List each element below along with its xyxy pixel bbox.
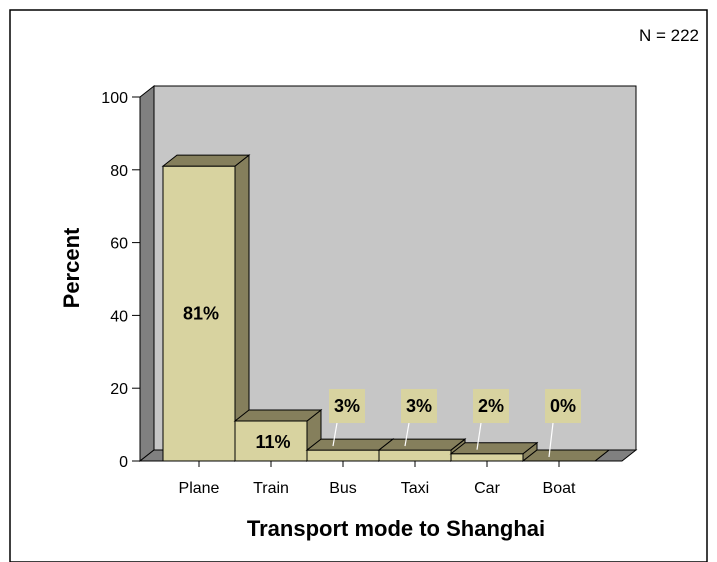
y-tick-label: 80 [110,163,128,180]
value-label-box [473,389,509,423]
x-tick-label: Plane [179,480,220,497]
bar-group: 81% [161,154,251,463]
y-tick-label: 0 [119,454,128,471]
x-tick-label: Boat [543,480,576,497]
bar-value-label: 0% [550,396,576,416]
label-leader-line [404,422,410,447]
bar-value-label: 81% [183,304,219,324]
bar [162,165,236,462]
y-axis: 0 20 40 60 80 100 [101,90,141,471]
bar-group: 11% [233,408,323,463]
bar-value-label: 2% [478,396,504,416]
plot-left-wall [139,84,155,463]
label-leader-line [332,422,338,447]
label-leader-line [476,422,482,450]
x-axis-title: Transport mode to Shanghai [247,516,545,541]
bar-top [449,442,539,455]
bar-top [161,154,251,167]
value-label-box [329,389,365,423]
bar-group: 0% [521,389,611,462]
y-tick-label: 60 [110,236,128,253]
bar-value-label: 3% [406,396,432,416]
bar-value-label: 3% [334,396,360,416]
bar-group: 2% [449,389,539,463]
bar-top [233,409,323,422]
x-tick-label: Train [253,480,289,497]
x-tick-label: Car [474,480,500,497]
bar-value-label: 11% [255,432,290,452]
value-label-box [401,389,437,423]
x-tick-label: Taxi [401,480,429,497]
y-tick-label: 100 [101,90,128,107]
x-tick-label: Bus [329,480,357,497]
bar [378,449,452,462]
y-tick-label: 20 [110,381,128,398]
bar-group: 3% [377,389,467,463]
x-axis: Plane Train Bus Taxi Car Boat [179,461,576,497]
n-annotation: N = 222 [639,26,699,45]
bars-group: 81% 11% 3% 3% 2% 0% [161,154,611,463]
y-axis-title: Percent [59,227,84,308]
bar [450,453,524,462]
label-leader-line [548,422,554,458]
bar-top [305,438,395,451]
bar-top [521,449,611,462]
bar-top [377,438,467,451]
bar [306,449,380,462]
y-tick-label: 40 [110,308,128,325]
value-label-box [545,389,581,423]
